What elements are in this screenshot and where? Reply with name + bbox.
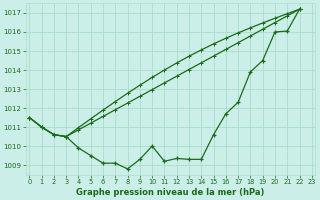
X-axis label: Graphe pression niveau de la mer (hPa): Graphe pression niveau de la mer (hPa) — [76, 188, 265, 197]
